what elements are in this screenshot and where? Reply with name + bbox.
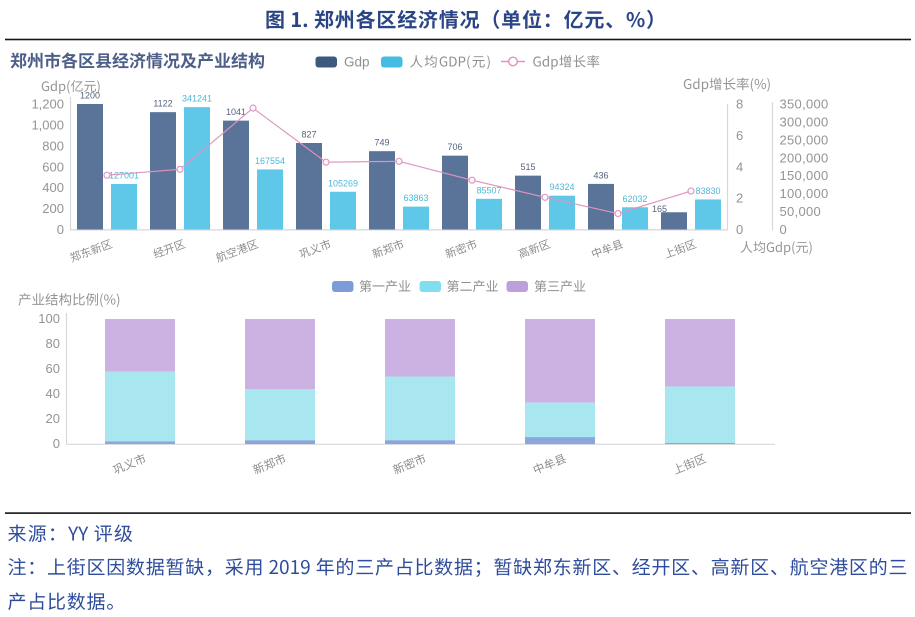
svg-text:749: 749 <box>374 138 389 148</box>
svg-text:600: 600 <box>42 159 64 174</box>
svg-text:83830: 83830 <box>695 186 720 196</box>
svg-text:200: 200 <box>42 201 64 216</box>
svg-text:94324: 94324 <box>549 182 574 192</box>
svg-text:167554: 167554 <box>255 156 285 166</box>
svg-text:1200: 1200 <box>80 91 100 101</box>
svg-text:515: 515 <box>520 162 535 172</box>
svg-text:8: 8 <box>736 97 743 112</box>
svg-text:436: 436 <box>593 170 608 180</box>
svg-text:0: 0 <box>736 222 743 237</box>
svg-text:827: 827 <box>301 130 316 140</box>
svg-text:6: 6 <box>736 128 743 143</box>
svg-text:63863: 63863 <box>403 193 428 203</box>
svg-text:1,000: 1,000 <box>31 117 64 132</box>
svg-text:800: 800 <box>42 138 64 153</box>
svg-text:80: 80 <box>46 336 60 351</box>
svg-text:105269: 105269 <box>328 178 358 188</box>
svg-text:127001: 127001 <box>109 170 139 180</box>
svg-text:400: 400 <box>42 180 64 195</box>
svg-text:1,200: 1,200 <box>31 97 64 112</box>
svg-text:341241: 341241 <box>182 94 212 104</box>
svg-text:Gdp: Gdp <box>344 55 370 70</box>
svg-text:100: 100 <box>38 311 60 326</box>
svg-text:250,000: 250,000 <box>780 132 829 147</box>
svg-text:300,000: 300,000 <box>780 114 829 129</box>
svg-text:20: 20 <box>46 411 60 426</box>
svg-text:150,000: 150,000 <box>780 168 829 183</box>
svg-text:0: 0 <box>53 436 60 451</box>
svg-text:1122: 1122 <box>153 99 172 109</box>
svg-text:62032: 62032 <box>622 194 647 204</box>
svg-text:1041: 1041 <box>226 107 246 117</box>
svg-text:85507: 85507 <box>476 185 501 195</box>
svg-text:0: 0 <box>57 222 64 237</box>
svg-text:165: 165 <box>652 204 667 214</box>
svg-text:40: 40 <box>46 386 60 401</box>
svg-text:50,000: 50,000 <box>780 204 822 219</box>
svg-text:200,000: 200,000 <box>780 150 829 165</box>
svg-text:60: 60 <box>46 361 60 376</box>
svg-text:4: 4 <box>736 159 743 174</box>
svg-text:350,000: 350,000 <box>780 97 829 112</box>
svg-text:2: 2 <box>736 191 743 206</box>
svg-text:100,000: 100,000 <box>780 186 829 201</box>
svg-text:706: 706 <box>447 142 462 152</box>
svg-text:0: 0 <box>780 222 788 237</box>
